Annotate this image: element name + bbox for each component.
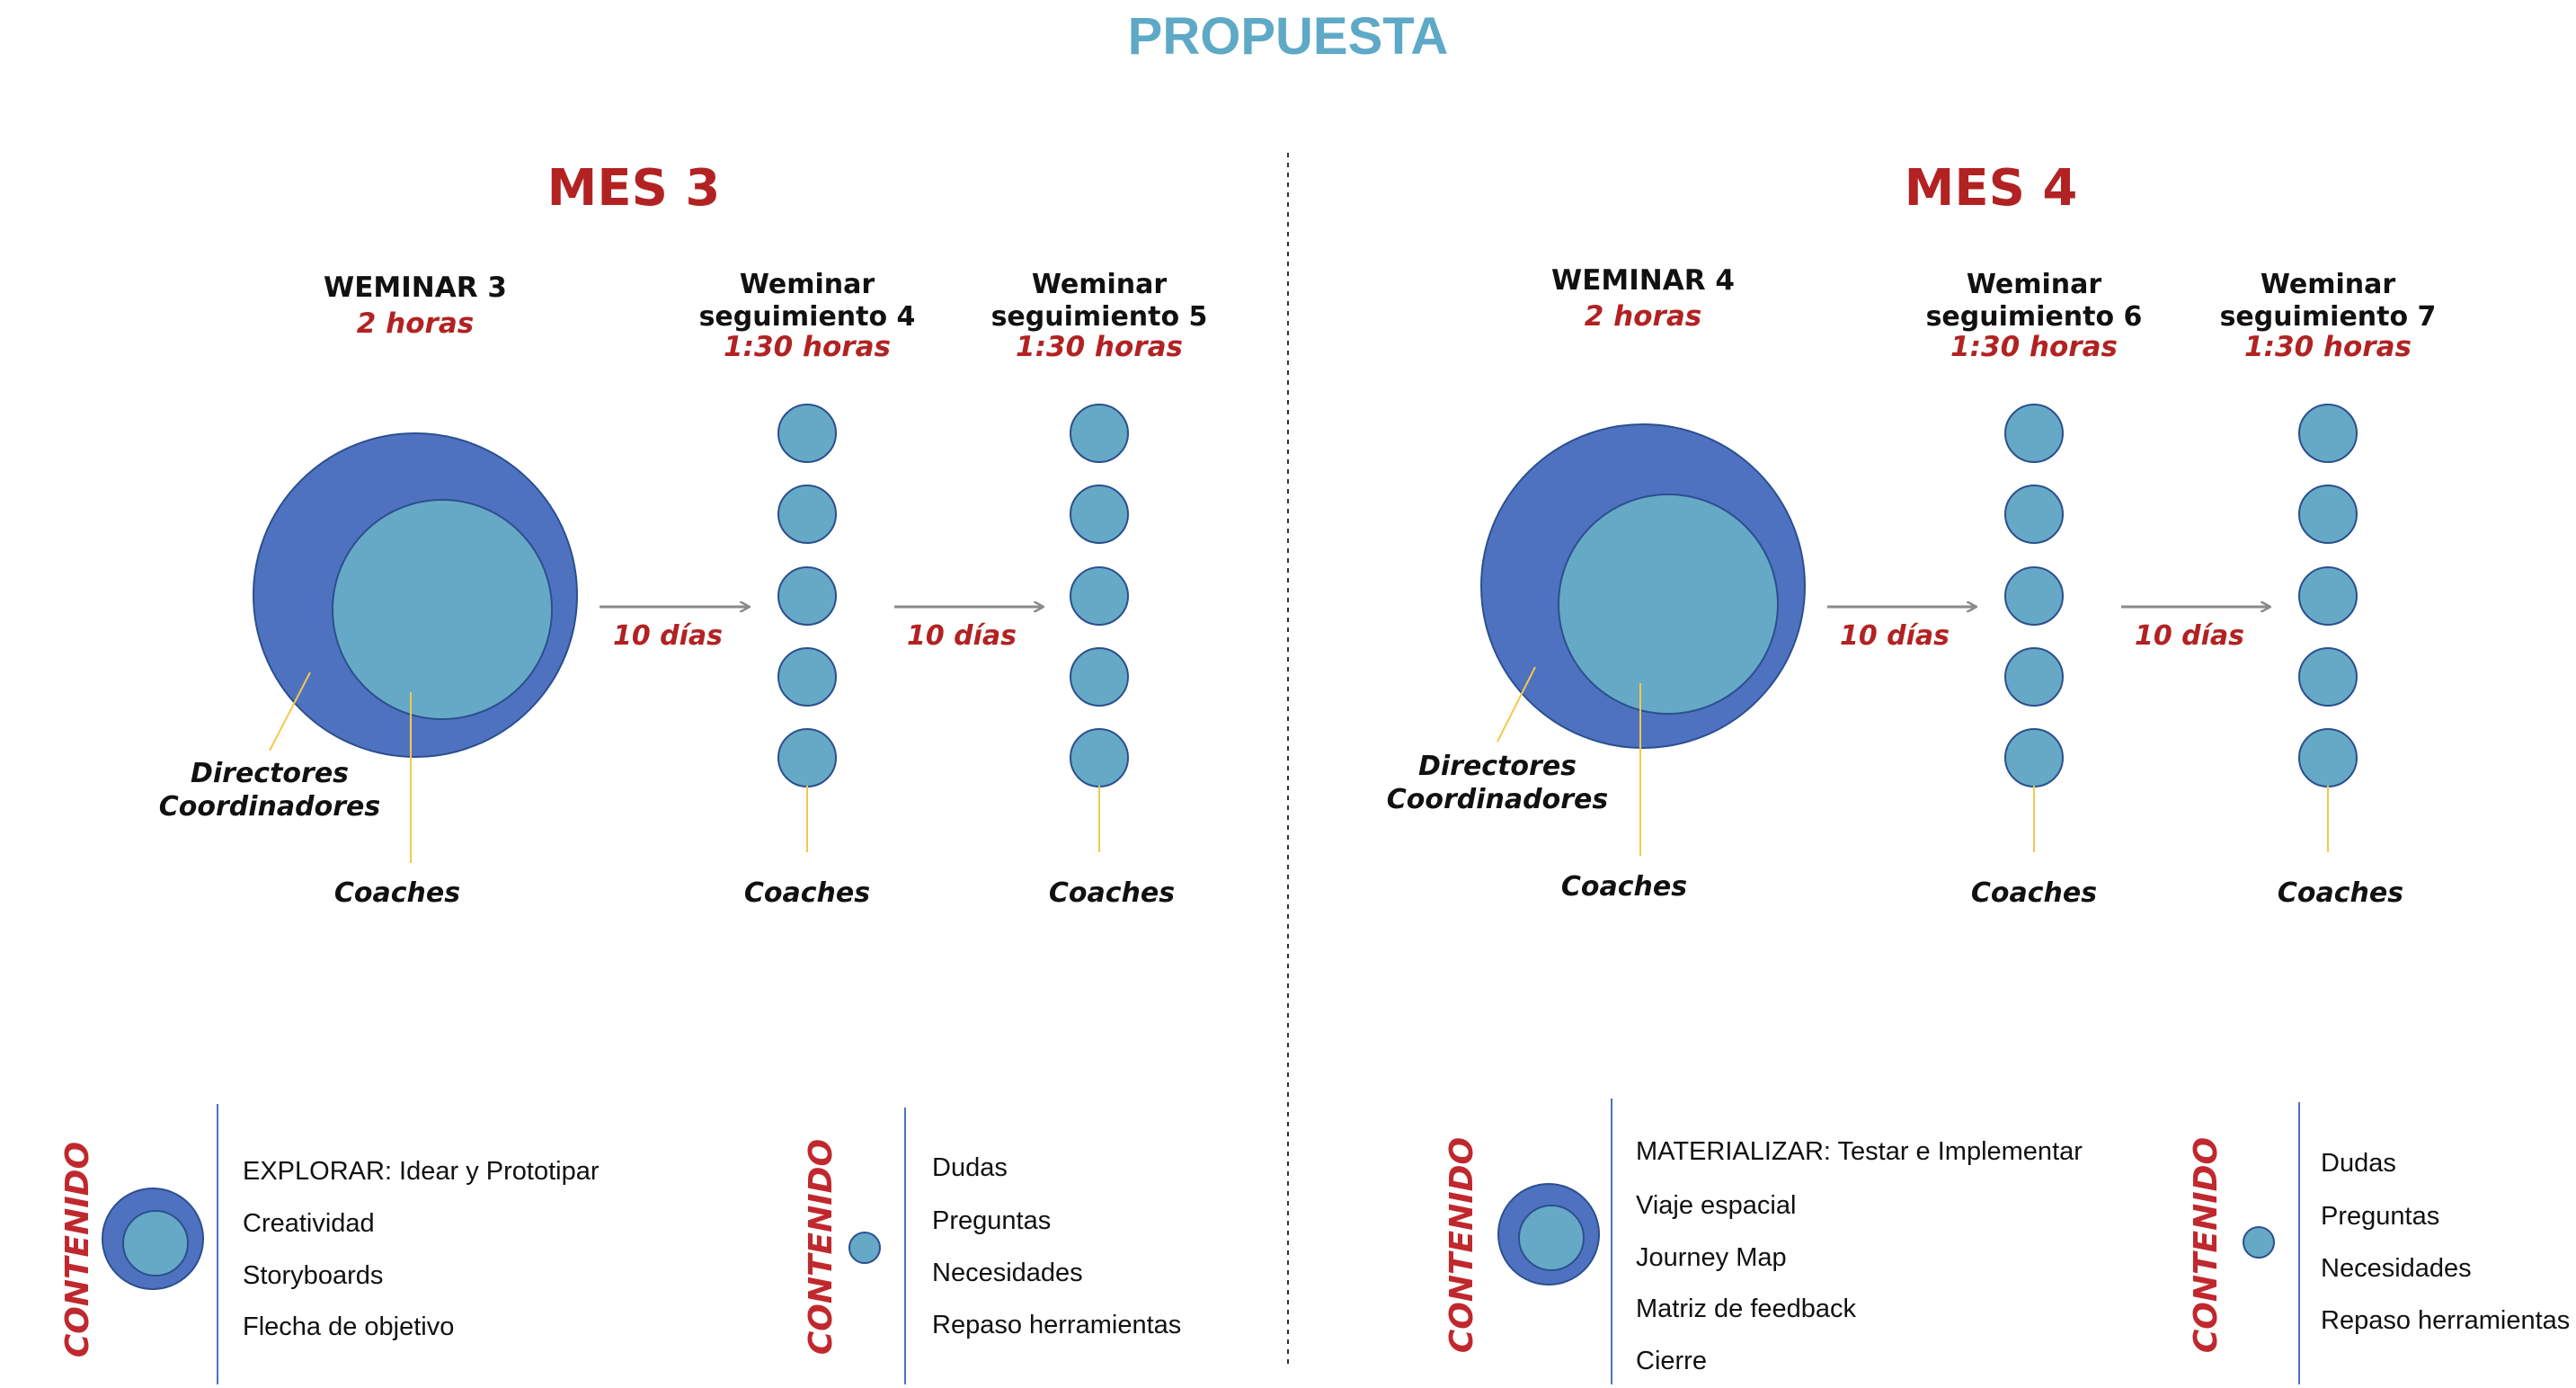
content-item: Necesidades [2321,1254,2472,1283]
coach-circle [777,566,837,626]
followup-coaches-label: Coaches [2278,877,2403,909]
coach-circle [1070,485,1129,544]
coach-circle [1070,647,1129,707]
main-weminar-title: WEMINAR 3 [324,271,507,304]
content-item: Preguntas [2321,1202,2439,1231]
followup-title: Weminar [740,269,875,300]
followup-title: seguimiento 7 [2220,301,2437,333]
content-group-inner-icon [122,1210,189,1277]
interval-label: 10 días [1840,620,1950,652]
coach-circle [2298,728,2358,787]
coach-circle [2298,485,2358,544]
followup-title: Weminar [1032,269,1168,300]
coach-circle [777,485,837,544]
content-item: Storyboards [243,1261,383,1290]
content-item: Necesidades [932,1259,1083,1287]
followup-duration: 1:30 horas [2244,331,2412,363]
content-heading: CONTENIDO [803,1139,839,1355]
directors-label: Coordinadores [1387,784,1608,815]
coach-circle [1070,728,1129,787]
content-item: Repaso herramientas [932,1311,1181,1339]
month-section: MES 4 WEMINAR 42 horas DirectoresCoordinad… [1387,159,2570,1384]
content-item: Dudas [932,1153,1008,1182]
content-item: MATERIALIZAR: Testar e Implementar [1636,1137,2083,1166]
followup-title: seguimiento 6 [1926,301,2143,333]
month-label: MES 3 [547,159,721,218]
month-label: MES 4 [1905,159,2078,218]
content-heading: CONTENIDO [59,1142,96,1357]
content-item: Creatividad [243,1209,375,1238]
followup-title: seguimiento 4 [699,301,916,333]
main-weminar-title: WEMINAR 4 [1551,264,1735,297]
page-title: PROPUESTA [1128,7,1449,66]
content-heading: CONTENIDO [1443,1137,1480,1353]
coach-circle [2004,728,2064,787]
coach-circle [1070,566,1129,626]
content-item: Matriz de feedback [1636,1295,1857,1323]
directors-label: Coordinadores [159,791,380,823]
coach-circle [777,728,837,787]
coach-circle [777,404,837,463]
content-group-inner-icon [1518,1205,1585,1271]
coach-circle [2298,647,2358,707]
main-weminar-duration: 2 horas [357,307,474,340]
month-section: MES 3 WEMINAR 32 horas DirectoresCoordinad… [59,159,1207,1384]
followup-title: seguimiento 5 [991,301,1208,333]
directors-label: Directores [191,758,349,789]
content-coach-icon [2243,1226,2275,1259]
content-item: Preguntas [932,1206,1051,1235]
content-item: Viaje espacial [1636,1191,1796,1220]
coach-circle [2004,647,2064,707]
coach-circle [2004,485,2064,544]
coaches-circle [332,499,553,720]
followup-title: Weminar [1967,269,2102,300]
content-item: Flecha de objetivo [243,1312,454,1341]
directors-pointer-line [269,672,311,752]
content-item: EXPLORAR: Idear y Prototipar [243,1157,600,1186]
followup-coaches-label: Coaches [744,877,870,909]
coaches-label: Coaches [334,877,460,909]
content-block: CONTENIDO Dudas Preguntas Necesidades Repaso… [803,1108,1181,1384]
followup-coaches-label: Coaches [1971,877,2097,909]
coaches-circle [1558,494,1779,715]
followup-duration: 1:30 horas [1950,331,2118,363]
coaches-label: Coaches [1561,871,1687,903]
interval-label: 10 días [907,620,1017,652]
content-item: Cierre [1636,1347,1707,1375]
coach-circle [777,647,837,707]
interval-label: 10 días [613,620,723,652]
coach-circle [2004,404,2064,463]
content-coach-icon [848,1232,881,1264]
content-item: Journey Map [1636,1243,1787,1272]
interval-label: 10 días [2135,620,2244,652]
coach-circle [2298,566,2358,626]
followup-coaches-label: Coaches [1049,877,1175,909]
directors-label: Directores [1418,751,1577,782]
coach-circle [2298,404,2358,463]
content-item: Repaso herramientas [2321,1306,2570,1335]
followup-duration: 1:30 horas [724,331,891,363]
content-block: CONTENIDO MATERIALIZAR: Testar e Implemen… [1443,1099,2083,1384]
coach-circle [1070,404,1129,463]
content-item: Dudas [2321,1149,2396,1178]
directors-pointer-line [1497,666,1536,743]
followup-duration: 1:30 horas [1016,331,1183,363]
content-block: CONTENIDO EXPLORAR: Idear y Prototipar Cre… [59,1104,600,1384]
followup-title: Weminar [2261,269,2396,300]
content-heading: CONTENIDO [2188,1137,2225,1353]
coach-circle [2004,566,2064,626]
content-block: CONTENIDO Dudas Preguntas Necesidades Repaso… [2188,1102,2570,1384]
main-weminar-duration: 2 horas [1585,300,1701,333]
